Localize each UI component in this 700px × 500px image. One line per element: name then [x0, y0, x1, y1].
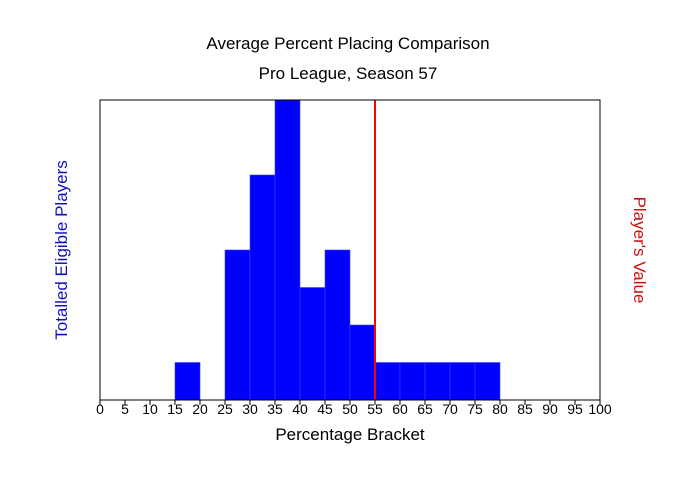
x-tick-label-5: 5 — [121, 401, 129, 417]
histogram-bar-60-65 — [399, 362, 426, 401]
chart-subtitle: Pro League, Season 57 — [259, 64, 438, 83]
histogram-bar-70-75 — [449, 362, 476, 401]
histogram-bar-75-80 — [474, 362, 501, 401]
x-tick-label-15: 15 — [167, 401, 183, 417]
x-tick-label-25: 25 — [217, 401, 233, 417]
x-tick-label-0: 0 — [96, 401, 104, 417]
x-tick-label-70: 70 — [442, 401, 458, 417]
chart-title: Average Percent Placing Comparison — [206, 34, 489, 53]
histogram-bar-30-35 — [249, 174, 276, 401]
y-axis-label-left: Totalled Eligible Players — [52, 160, 71, 340]
x-tick-label-95: 95 — [567, 401, 583, 417]
x-tick-label-40: 40 — [292, 401, 308, 417]
histogram-bar-40-45 — [299, 287, 326, 401]
x-axis-label: Percentage Bracket — [275, 425, 425, 444]
x-tick-label-80: 80 — [492, 401, 508, 417]
x-tick-label-60: 60 — [392, 401, 408, 417]
histogram-bar-15-20 — [174, 362, 201, 401]
x-tick-label-10: 10 — [142, 401, 158, 417]
x-tick-label-30: 30 — [242, 401, 258, 417]
x-tick-label-20: 20 — [192, 401, 208, 417]
histogram-bar-35-40 — [274, 99, 301, 401]
x-tick-label-75: 75 — [467, 401, 483, 417]
x-axis-ticks: 0 5 10 15 20 25 30 35 40 45 50 55 60 65 70 75 80 85 90 95 10… — [96, 400, 612, 417]
x-tick-label-55: 55 — [367, 401, 383, 417]
histogram-bar-50-55 — [349, 324, 376, 401]
x-tick-label-100: 100 — [588, 401, 612, 417]
y-axis-label-right: Player's Value — [630, 197, 649, 304]
histogram-bar-25-30 — [224, 249, 251, 401]
x-tick-label-90: 90 — [542, 401, 558, 417]
x-tick-label-65: 65 — [417, 401, 433, 417]
histogram-bar-45-50 — [324, 249, 351, 401]
bars-layer — [174, 99, 501, 401]
x-tick-label-50: 50 — [342, 401, 358, 417]
x-tick-label-45: 45 — [317, 401, 333, 417]
histogram-bar-65-70 — [424, 362, 451, 401]
histogram-bar-55-60 — [374, 362, 401, 401]
x-tick-label-35: 35 — [267, 401, 283, 417]
x-tick-label-85: 85 — [517, 401, 533, 417]
